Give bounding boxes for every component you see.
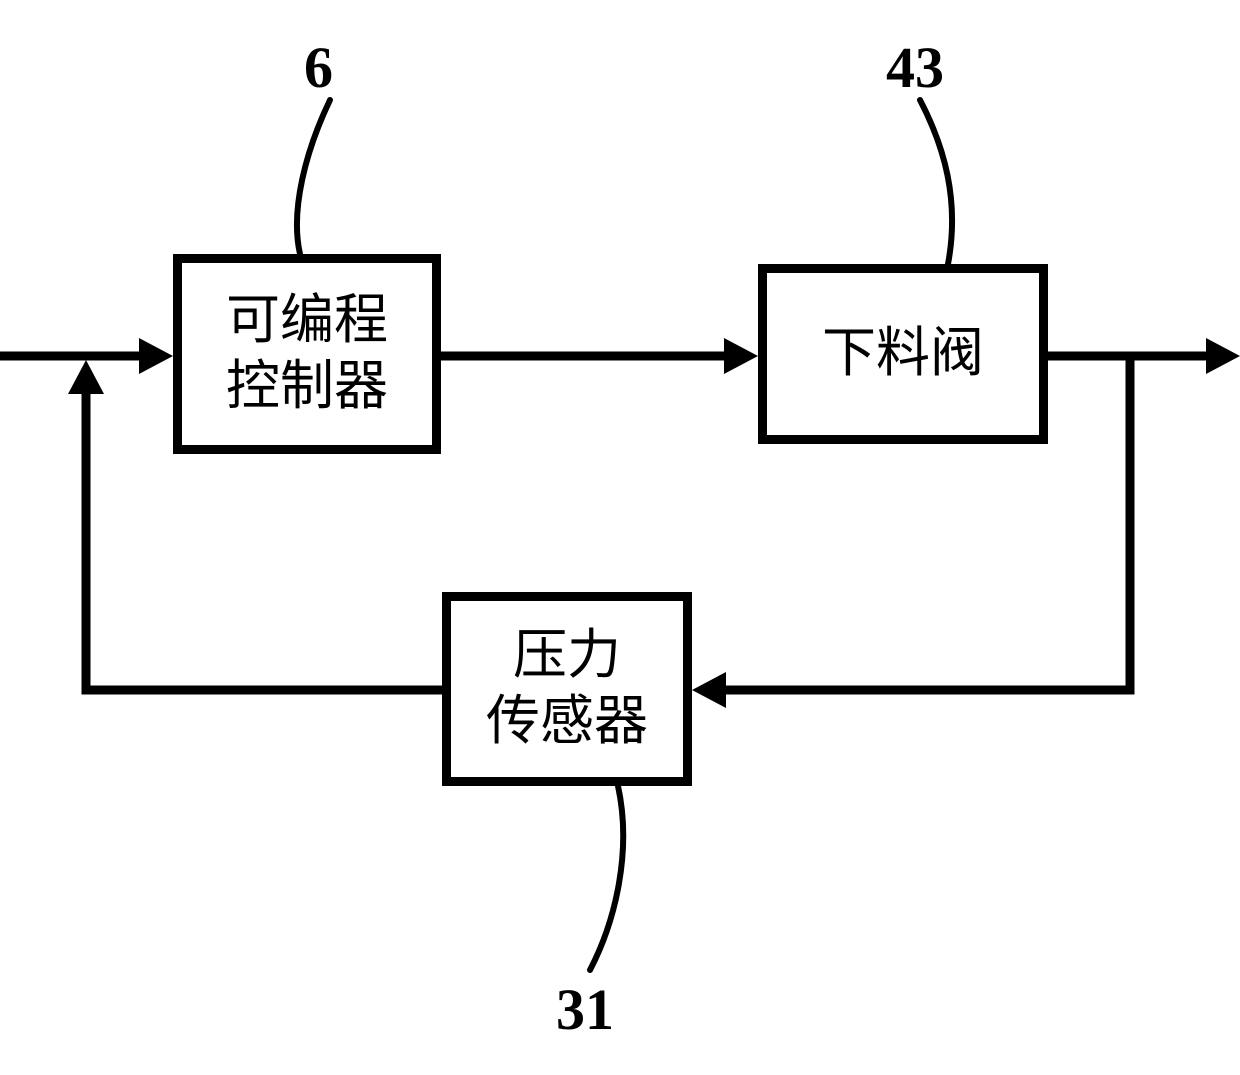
ref-label-sensor: 31 xyxy=(556,976,614,1043)
block-valve: 下料阀 xyxy=(758,264,1048,444)
block-controller-label: 可编程 控制器 xyxy=(226,288,388,420)
block-controller: 可编程 控制器 xyxy=(173,254,441,454)
block-sensor-label: 压力 传感器 xyxy=(486,623,648,755)
block-valve-label: 下料阀 xyxy=(822,321,984,387)
ref-label-valve: 43 xyxy=(886,34,944,101)
ref-label-controller: 6 xyxy=(304,34,333,101)
connector-overlay xyxy=(0,0,1240,1075)
block-sensor: 压力 传感器 xyxy=(442,592,692,786)
diagram-canvas: 可编程 控制器 下料阀 压力 传感器 6 43 31 xyxy=(0,0,1240,1075)
